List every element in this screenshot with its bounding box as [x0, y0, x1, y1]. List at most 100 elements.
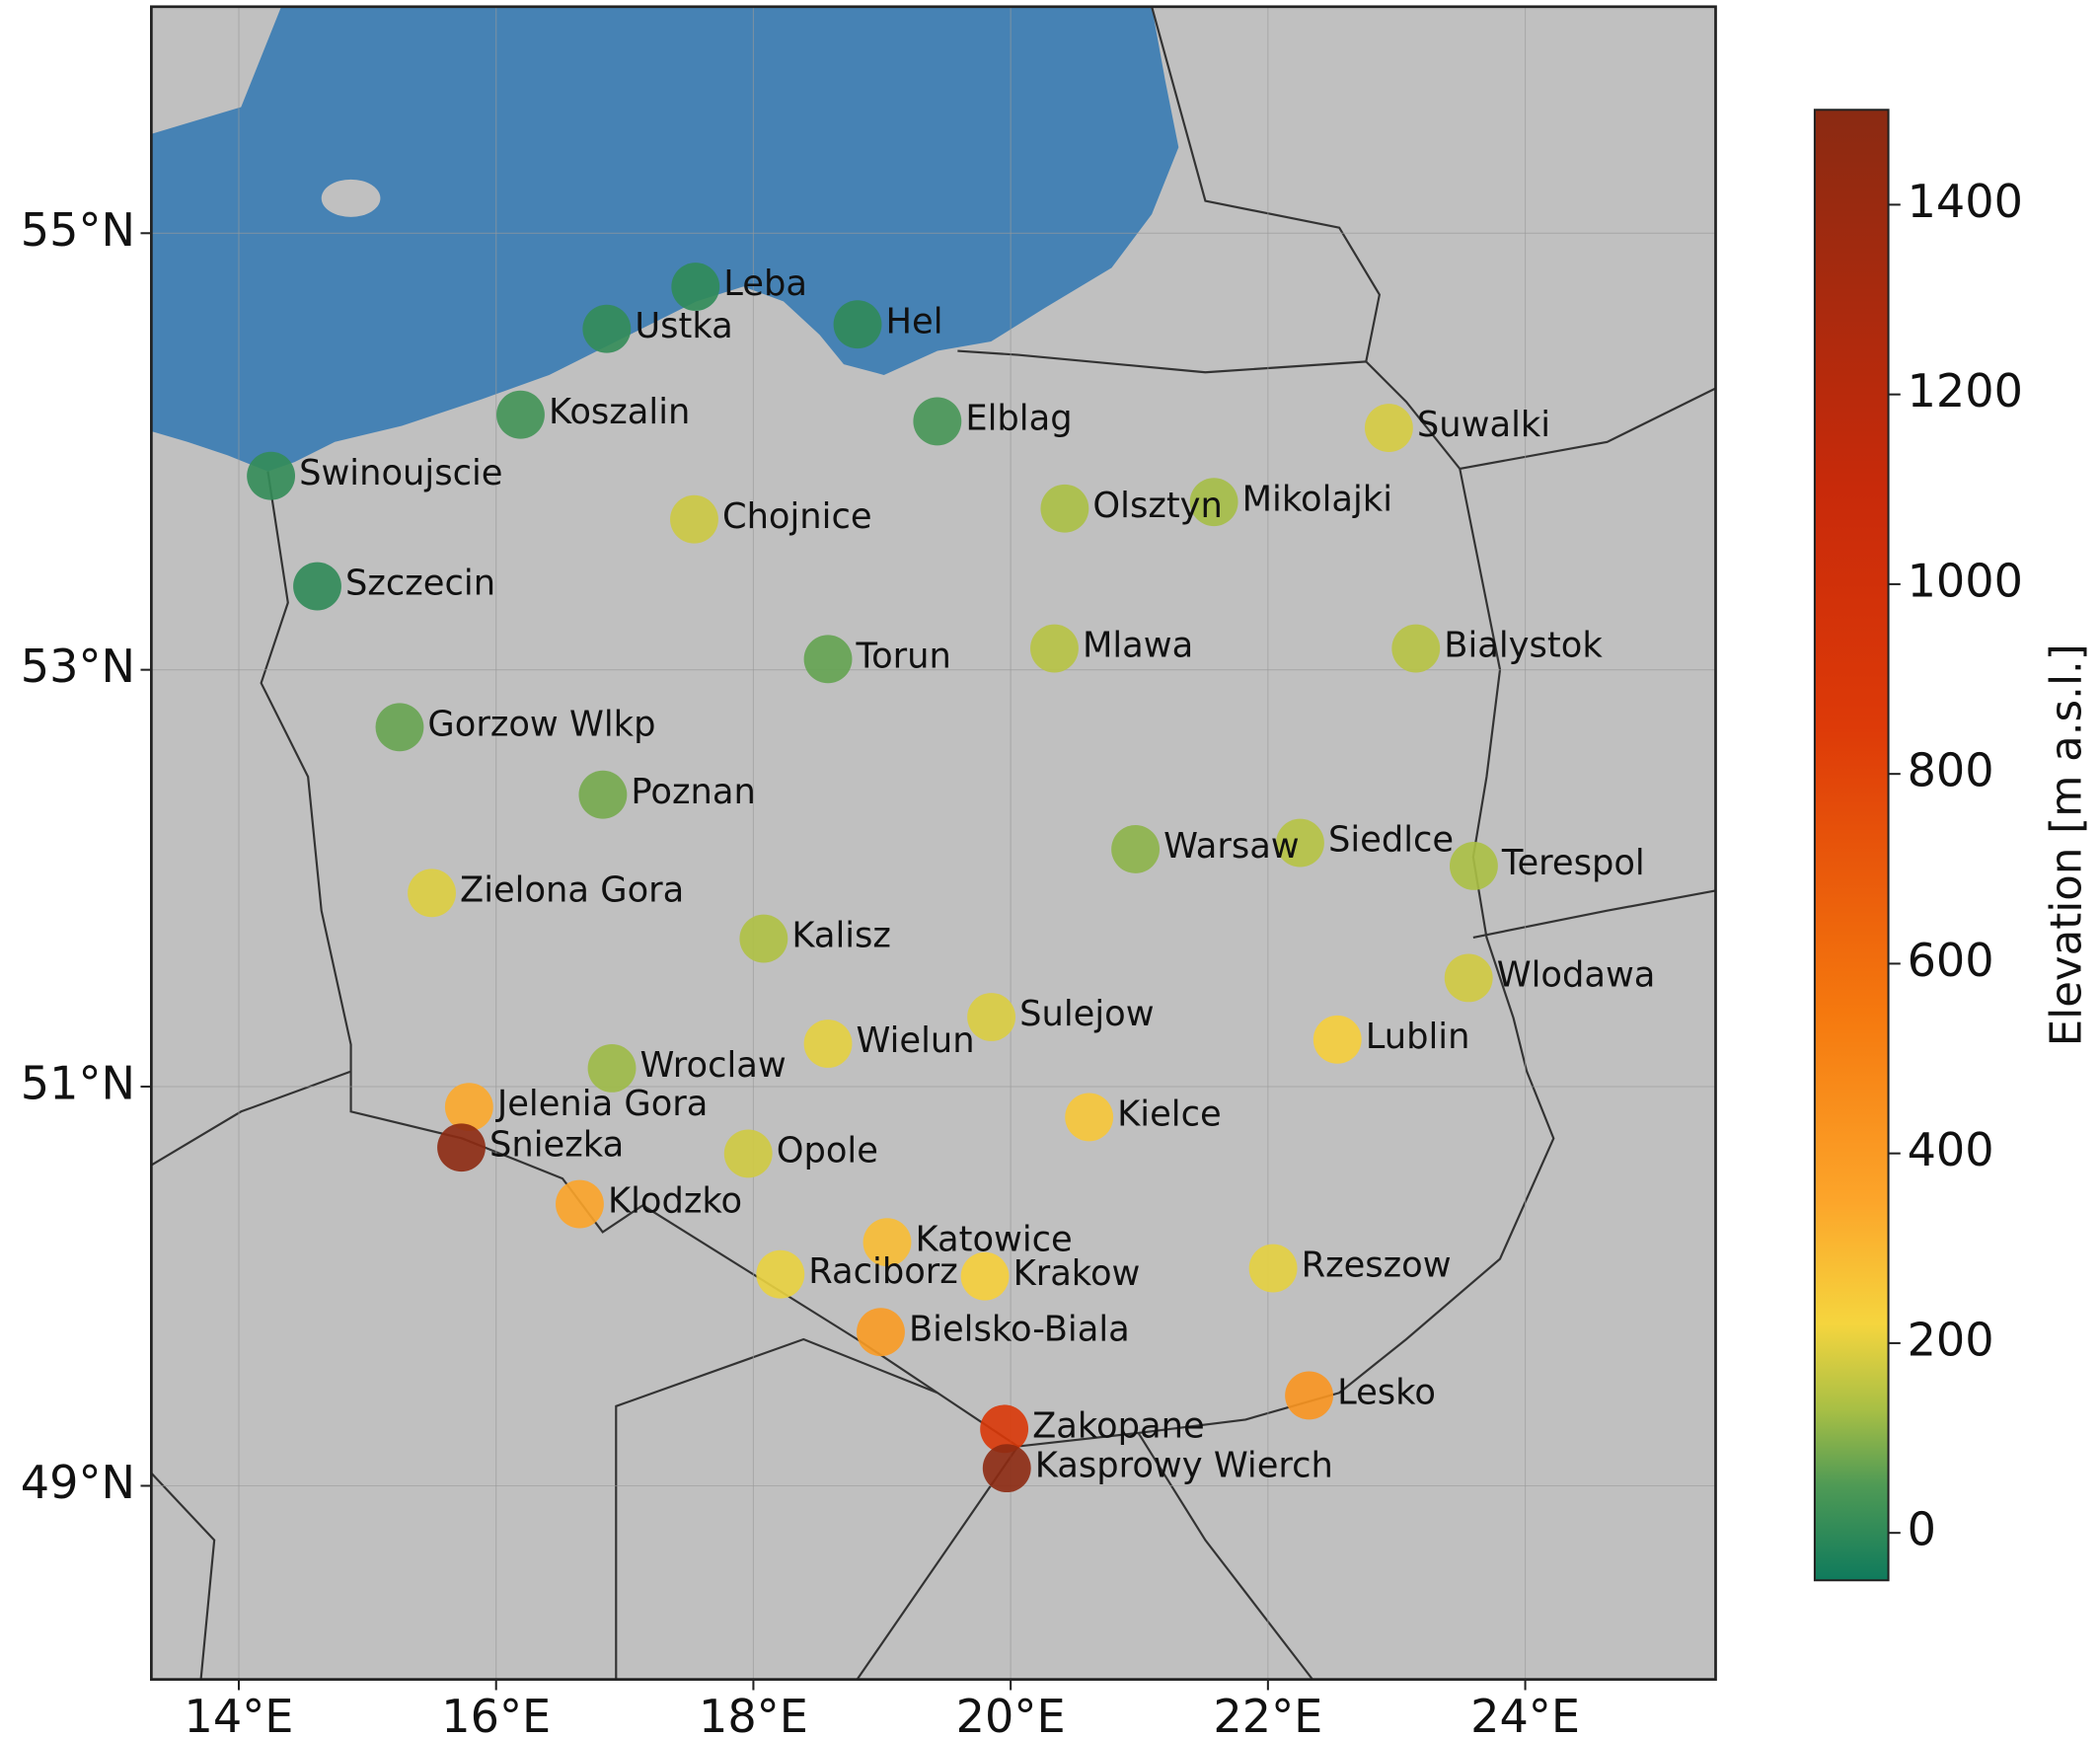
station-marker — [756, 1249, 805, 1299]
station-label: Torun — [856, 636, 951, 676]
station-label: Suwalki — [1417, 405, 1550, 445]
station-marker — [247, 451, 296, 500]
station-label: Hel — [886, 301, 943, 341]
station-marker — [803, 635, 853, 684]
station-label: Leba — [723, 264, 807, 304]
x-tick-label: 18°E — [699, 1690, 808, 1737]
y-tick-label: 55°N — [21, 203, 135, 257]
station-marker — [578, 770, 628, 819]
station-marker — [1248, 1244, 1298, 1293]
station-label: Sniezka — [489, 1124, 624, 1165]
station-label: Wlodawa — [1497, 955, 1656, 996]
station-label: Warsaw — [1163, 826, 1300, 867]
station-label: Krakow — [1013, 1253, 1141, 1294]
colorbar-tick-label: 800 — [1908, 744, 1994, 797]
station-label: Szczecin — [345, 564, 495, 604]
station-label: Bialystok — [1444, 626, 1603, 666]
x-tick-label: 22°E — [1213, 1690, 1322, 1737]
x-tick-label: 20°E — [956, 1690, 1066, 1737]
colorbar-tick-label: 0 — [1908, 1503, 1936, 1556]
station-label: Mikolajki — [1242, 479, 1392, 519]
colorbar-tick-label: 1200 — [1908, 364, 2023, 417]
colorbar-tick-label: 400 — [1908, 1123, 1994, 1176]
sea — [151, 6, 1179, 472]
station-marker — [444, 1083, 493, 1132]
station-marker — [1065, 1093, 1114, 1142]
x-tick-label: 16°E — [441, 1690, 551, 1737]
colorbar-tick-label: 1000 — [1908, 554, 2023, 607]
station-label: Zielona Gora — [460, 869, 684, 910]
colorbar-label: Elevation [m a.s.l.] — [2042, 643, 2091, 1046]
station-label: Gorzow Wlkp — [427, 704, 655, 744]
station-marker — [1444, 953, 1493, 1003]
station-label: Raciborz — [808, 1251, 958, 1292]
station-marker — [857, 1308, 905, 1357]
station-label: Kasprowy Wierch — [1035, 1445, 1333, 1485]
station-marker — [1450, 841, 1498, 890]
station-label: Zakopane — [1032, 1406, 1205, 1447]
station-label: Lesko — [1337, 1373, 1436, 1413]
station-marker — [1111, 825, 1161, 873]
station-marker — [1391, 624, 1441, 673]
station-marker — [833, 300, 882, 349]
station-label: Lublin — [1366, 1017, 1470, 1057]
y-tick-label: 49°N — [21, 1456, 135, 1509]
station-marker — [913, 397, 962, 446]
station-label: Elblag — [965, 399, 1072, 439]
station-marker — [982, 1444, 1031, 1493]
station-marker — [408, 868, 456, 918]
station-label: Chojnice — [722, 496, 872, 537]
station-marker — [587, 1043, 637, 1093]
x-tick-label: 14°E — [185, 1690, 294, 1737]
station-marker — [803, 1020, 853, 1068]
station-marker — [1040, 484, 1089, 533]
station-marker — [375, 703, 424, 752]
y-tick-label: 53°N — [21, 640, 135, 693]
station-marker — [1030, 624, 1079, 673]
station-marker — [739, 914, 788, 963]
colorbar-tick-label: 1400 — [1908, 175, 2023, 228]
station-label: Klodzko — [608, 1181, 742, 1222]
station-label: Kielce — [1117, 1095, 1222, 1135]
station-label: Kalisz — [791, 916, 891, 956]
station-marker — [582, 304, 632, 353]
map-frame — [150, 5, 1717, 1682]
station-marker — [496, 390, 545, 439]
station-marker — [1364, 404, 1413, 452]
station-marker — [960, 1251, 1010, 1301]
station-label: Terespol — [1501, 843, 1645, 883]
station-marker — [967, 993, 1016, 1041]
station-label: Rzeszow — [1302, 1246, 1452, 1286]
station-marker — [1189, 478, 1238, 527]
station-marker — [980, 1404, 1029, 1454]
station-label: Sulejow — [1019, 994, 1154, 1034]
station-label: Mlawa — [1083, 626, 1193, 666]
station-marker — [670, 494, 718, 544]
y-tick-label: 51°N — [21, 1056, 135, 1109]
station-marker — [1312, 1015, 1362, 1064]
station-marker — [862, 1218, 912, 1267]
station-label: Opole — [777, 1131, 878, 1171]
station-marker — [556, 1179, 604, 1229]
station-marker — [1285, 1371, 1333, 1420]
colorbar-tick-label: 200 — [1908, 1313, 1994, 1366]
station-label: Poznan — [631, 772, 755, 812]
station-label: Bielsko-Biala — [909, 1309, 1130, 1349]
station-label: Jelenia Gora — [495, 1084, 709, 1124]
station-label: Katowice — [916, 1219, 1073, 1259]
x-tick-label: 24°E — [1470, 1690, 1580, 1737]
station-label: Wroclaw — [640, 1045, 787, 1086]
station-marker — [671, 263, 720, 311]
station-marker — [293, 562, 341, 611]
station-marker — [723, 1129, 773, 1178]
station-label: Siedlce — [1328, 820, 1454, 861]
colorbar-tick-label: 600 — [1908, 934, 1994, 987]
station-label: Ustka — [635, 306, 732, 346]
station-label: Wielun — [857, 1020, 975, 1061]
station-label: Koszalin — [549, 392, 690, 432]
station-marker — [1276, 818, 1324, 868]
station-label: Olsztyn — [1092, 486, 1223, 526]
